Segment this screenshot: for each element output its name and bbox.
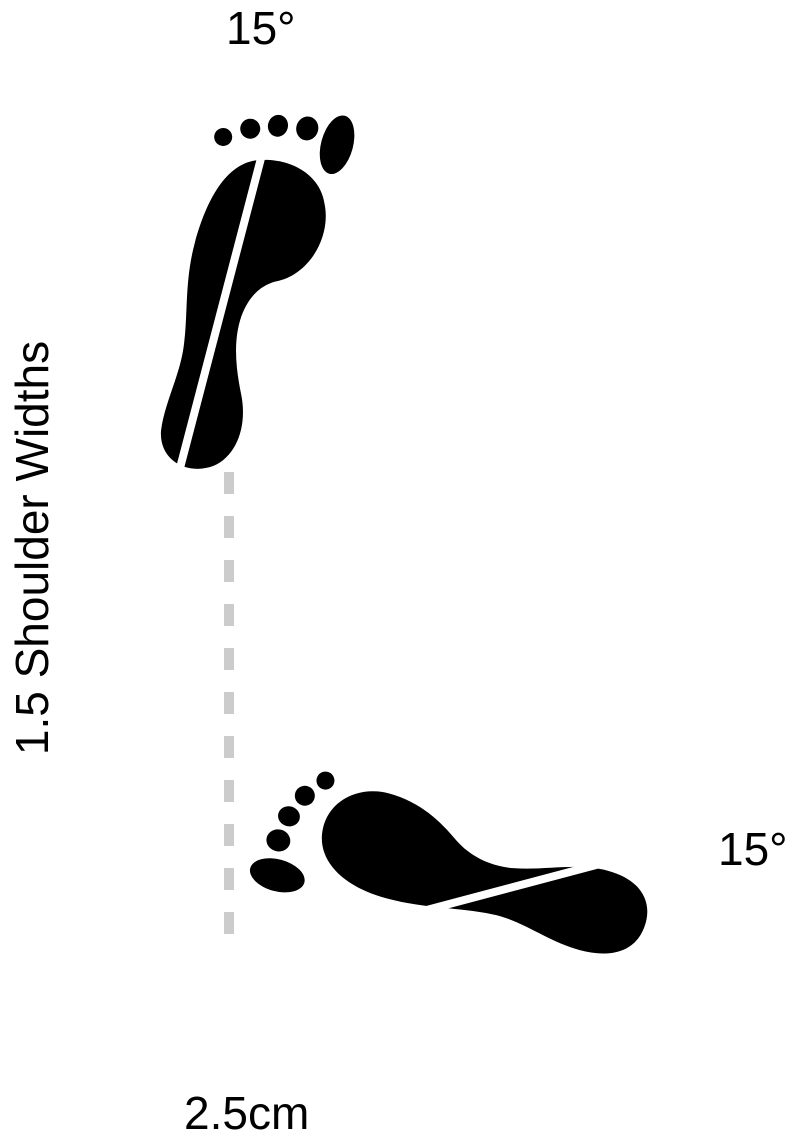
stance-width-label: 1.5 Shoulder Widths (6, 340, 58, 756)
back-footprint-icon (249, 771, 648, 954)
front-foot-axis-line (176, 141, 269, 470)
front-footprint-icon (160, 114, 355, 470)
back-foot-angle-label: 15° (718, 823, 788, 875)
front-foot-angle-label: 15° (226, 2, 296, 54)
back-foot-axis-line (304, 852, 632, 946)
offset-distance-label: 2.5cm (184, 1087, 310, 1139)
